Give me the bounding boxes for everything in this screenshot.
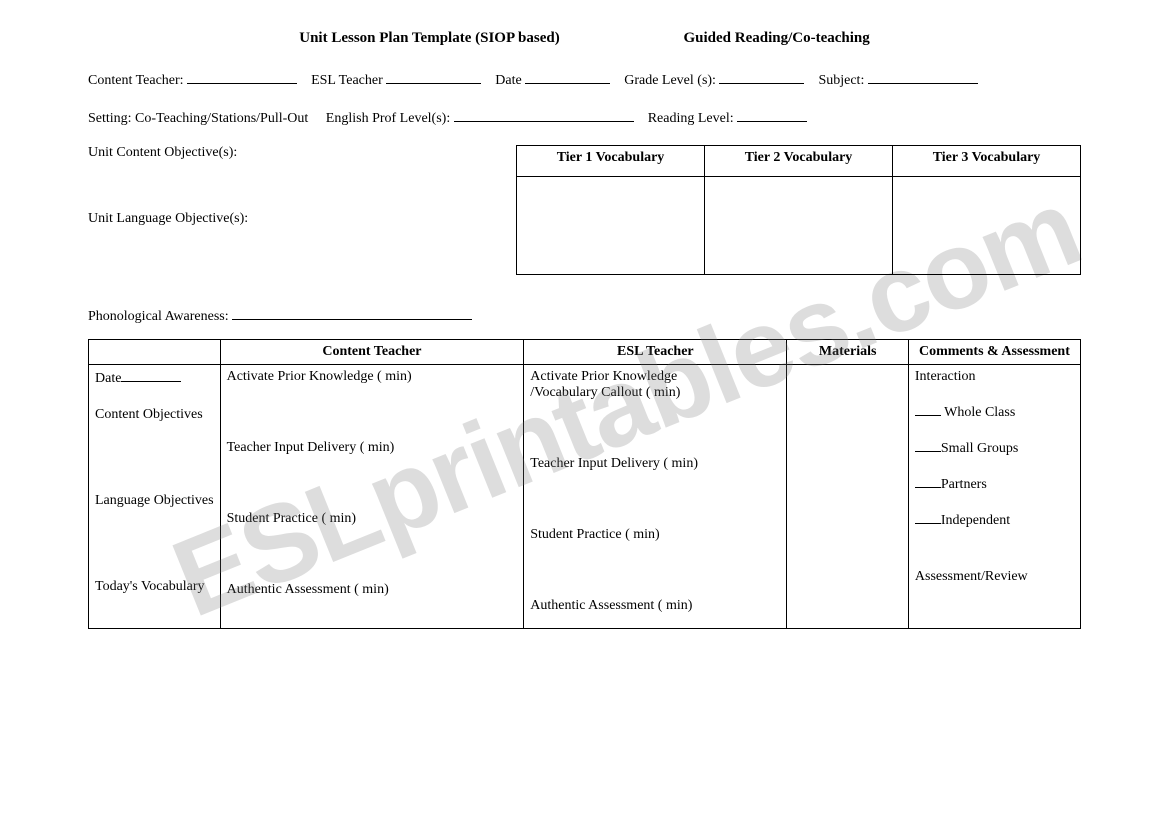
label-content-teacher: Content Teacher: [88,73,184,88]
page: ESLprintables.com Unit Lesson Plan Templ… [0,0,1169,821]
esl-apk-line2: /Vocabulary Callout ( min) [530,385,780,401]
blank-content-teacher[interactable] [187,69,297,84]
plan-header-esl-teacher: ESL Teacher [524,340,787,365]
chk-small[interactable] [915,439,941,452]
plan-header-comments: Comments & Assessment [908,340,1080,365]
blank-row-date[interactable] [121,369,181,382]
chk-independent[interactable] [915,511,941,524]
vocab-cell-3[interactable] [893,177,1081,275]
content-aa: Authentic Assessment ( min) [227,582,518,598]
esl-sp: Student Practice ( min) [530,527,780,543]
vocab-table: Tier 1 Vocabulary Tier 2 Vocabulary Tier… [516,145,1081,275]
label-unit-lang-obj: Unit Language Objective(s): [88,211,508,227]
assess-partners: Partners [941,477,987,492]
plan-table: Content Teacher ESL Teacher Materials Co… [88,339,1081,629]
label-grade-level: Grade Level (s): [624,73,716,88]
vocab-header-1: Tier 1 Vocabulary [517,146,705,177]
plan-materials-cell[interactable] [787,365,908,629]
plan-content-cell: Activate Prior Knowledge ( min) Teacher … [220,365,524,629]
plan-esl-cell: Activate Prior Knowledge /Vocabulary Cal… [524,365,787,629]
chk-partners[interactable] [915,475,941,488]
blank-reading-level[interactable] [737,107,807,122]
chk-whole[interactable] [915,403,941,416]
label-content-objectives: Content Objectives [95,407,214,423]
blank-grade-level[interactable] [719,69,804,84]
label-esl-teacher: ESL Teacher [311,73,383,88]
esl-aa: Authentic Assessment ( min) [530,598,780,614]
plan-header-materials: Materials [787,340,908,365]
objectives-vocab-row: Unit Content Objective(s): Unit Language… [88,145,1081,295]
vocab-header-3: Tier 3 Vocabulary [893,146,1081,177]
label-reading-level: Reading Level: [648,111,734,126]
content-tid: Teacher Input Delivery ( min) [227,440,518,456]
blank-eng-prof[interactable] [454,107,634,122]
phon-row: Phonological Awareness: [88,305,1081,325]
vocab-cell-1[interactable] [517,177,705,275]
esl-tid: Teacher Input Delivery ( min) [530,456,780,472]
assess-whole: Whole Class [941,405,1015,420]
label-language-objectives: Language Objectives [95,493,214,509]
objectives-column: Unit Content Objective(s): Unit Language… [88,145,508,277]
esl-apk-line1: Activate Prior Knowledge [530,369,780,385]
assess-small: Small Groups [941,441,1018,456]
label-row-date: Date [95,371,121,386]
title-left: Unit Lesson Plan Template (SIOP based) [299,30,559,47]
blank-esl-teacher[interactable] [386,69,481,84]
label-date: Date [495,73,521,88]
title-right: Guided Reading/Co-teaching [683,30,869,47]
label-unit-content-obj: Unit Content Objective(s): [88,145,508,161]
assess-review: Assessment/Review [915,569,1074,585]
blank-phon-awareness[interactable] [232,305,472,320]
plan-assessment-cell: Interaction Whole Class Small Groups Par… [908,365,1080,629]
field-row-2: Setting: Co-Teaching/Stations/Pull-Out E… [88,107,1081,127]
plan-header-content-teacher: Content Teacher [220,340,524,365]
label-phon-awareness: Phonological Awareness: [88,309,229,324]
content-sp: Student Practice ( min) [227,511,518,527]
plan-left-cell: Date Content Objectives Language Objecti… [89,365,221,629]
assess-independent: Independent [941,513,1010,528]
vocab-header-2: Tier 2 Vocabulary [705,146,893,177]
plan-header-blank [89,340,221,365]
label-eng-prof: English Prof Level(s): [326,111,450,126]
label-setting: Setting: Co-Teaching/Stations/Pull-Out [88,111,308,126]
title-row: Unit Lesson Plan Template (SIOP based) G… [88,30,1081,47]
label-subject: Subject: [818,73,864,88]
assess-interaction: Interaction [915,369,1074,385]
blank-date[interactable] [525,69,610,84]
content-apk: Activate Prior Knowledge ( min) [227,369,518,385]
label-today-vocab: Today's Vocabulary [95,579,214,595]
vocab-cell-2[interactable] [705,177,893,275]
field-row-1: Content Teacher: ESL Teacher Date Grade … [88,69,1081,89]
blank-subject[interactable] [868,69,978,84]
